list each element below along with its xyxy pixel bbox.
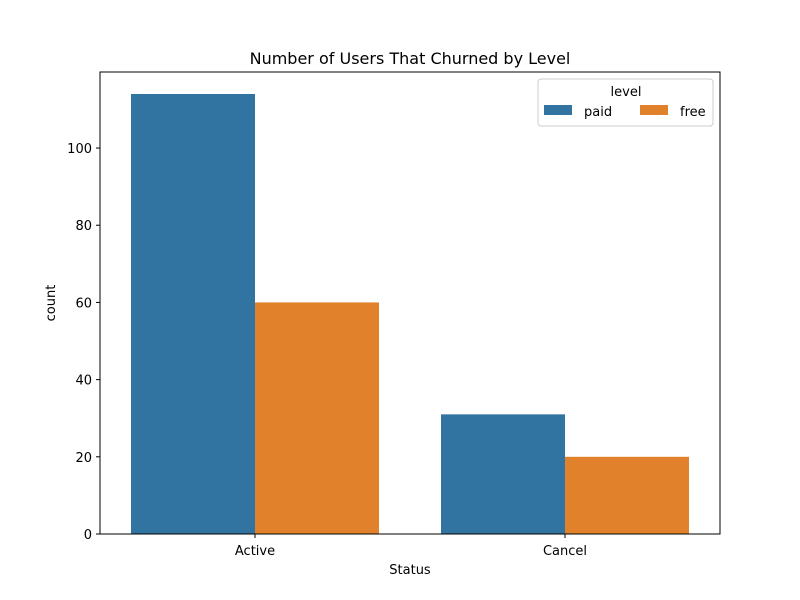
x-axis-label: Status: [389, 563, 431, 578]
legend-swatch-paid: [544, 105, 572, 115]
x-tick-label: Active: [235, 544, 275, 559]
chart-title: Number of Users That Churned by Level: [250, 49, 571, 68]
legend-swatch-free: [640, 105, 668, 115]
legend: level paid free: [537, 78, 714, 127]
y-tick-label: 0: [84, 528, 92, 543]
bar-paid-cancel: [441, 414, 565, 534]
y-tick-label: 20: [75, 451, 92, 466]
legend-label-free: free: [680, 105, 706, 120]
bar-free-cancel: [565, 456, 689, 534]
y-axis: 0 20 40 60 80 100: [67, 142, 100, 543]
x-tick-label: Cancel: [543, 544, 587, 559]
legend-label-paid: paid: [584, 105, 612, 120]
y-axis-label: count: [44, 285, 59, 322]
x-axis: Active Cancel: [235, 534, 587, 559]
legend-entries: paid free: [544, 105, 706, 120]
legend-box: [537, 78, 714, 127]
y-tick-label: 100: [67, 142, 92, 157]
legend-title: level: [611, 85, 642, 100]
y-tick-label: 60: [75, 296, 92, 311]
plot-frame: [99, 71, 721, 535]
y-tick-label: 40: [75, 374, 92, 389]
y-tick-label: 80: [75, 219, 92, 234]
bars-layer: [131, 94, 689, 534]
bar-free-active: [255, 302, 379, 534]
bar-paid-active: [131, 94, 255, 534]
